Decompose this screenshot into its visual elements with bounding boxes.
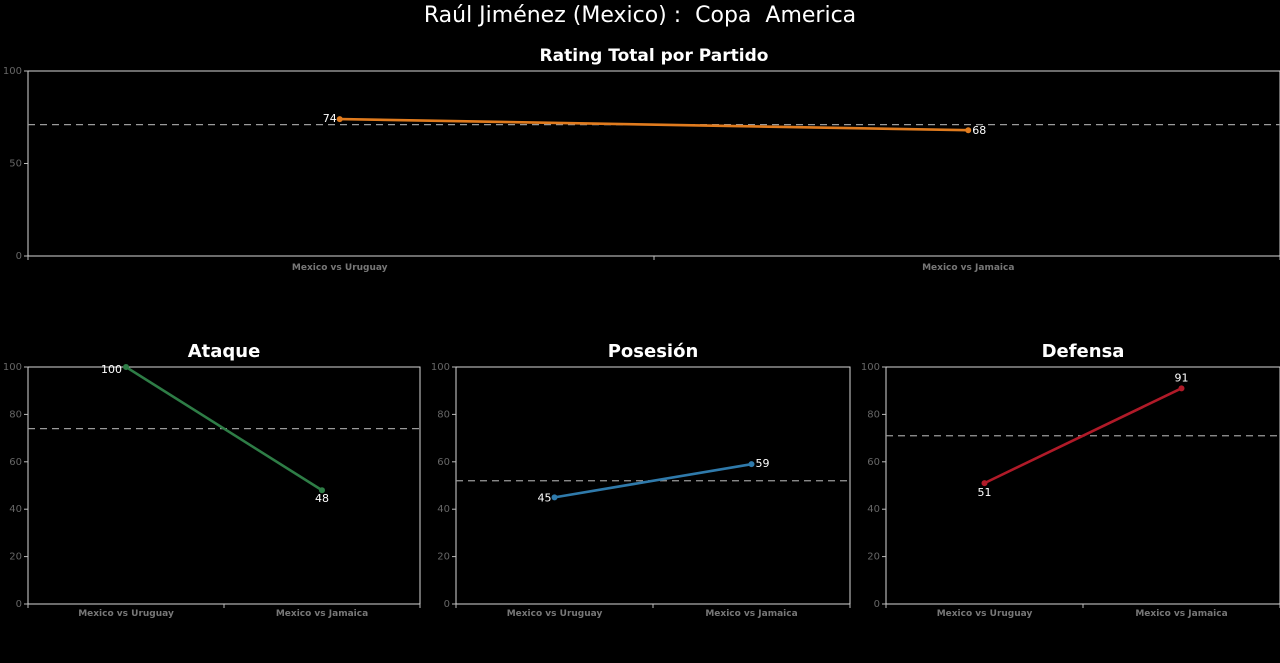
chart-posesion: Posesión 0 20 40 60 80 100 Mexico vs Uruguay Mex… (431, 341, 851, 619)
rating-total-por-partido-data-point (965, 127, 972, 134)
ataque-plot-frame (27, 366, 421, 605)
ataque-ytick-label: 80 (9, 409, 22, 420)
defensa-ytick-label: 80 (867, 409, 880, 420)
chart-ataque: Ataque 0 20 40 60 80 100 Mexico vs Uruguay Mexic… (3, 341, 421, 619)
rating-total-por-partido-data-label: 74 (323, 112, 337, 125)
page-title: Raúl Jiménez (Mexico) : Copa America (423, 3, 857, 28)
posesion-title: Posesión (608, 341, 699, 362)
posesion-data-point (551, 494, 558, 501)
posesion-ytick-label: 20 (437, 552, 450, 563)
rating-total-por-partido-ytick-label: 50 (9, 159, 22, 170)
ataque-ytick-label: 40 (9, 504, 22, 515)
defensa-title: Defensa (1042, 341, 1125, 362)
defensa-data-label: 51 (978, 486, 992, 499)
ataque-title: Ataque (188, 341, 261, 362)
defensa-series-line (983, 387, 1183, 485)
defensa-ytick-label: 100 (861, 362, 880, 373)
ataque-series-line (125, 365, 323, 492)
ataque-data-label: 48 (315, 492, 329, 505)
ataque-data-label: 100 (101, 363, 122, 376)
posesion-ytick-label: 0 (444, 599, 450, 610)
chart-rating-total-por-partido: Rating Total por Partido 0 50 100 Mexico vs … (3, 46, 1280, 273)
rating-total-por-partido-data-label: 68 (972, 124, 986, 137)
defensa-ytick-label: 20 (867, 552, 880, 563)
rating-total-por-partido-ytick-label: 0 (16, 251, 22, 262)
defensa-data-point (1178, 385, 1185, 392)
rating-total-por-partido-title: Rating Total por Partido (540, 46, 769, 66)
ataque-data-point (123, 364, 129, 370)
ataque-ytick-label: 60 (9, 457, 22, 468)
posesion-data-label: 45 (538, 491, 552, 504)
posesion-data-point (748, 461, 755, 468)
ataque-data-point (319, 487, 325, 494)
posesion-plot-frame (455, 366, 851, 605)
rating-total-por-partido-ytick-label: 100 (3, 66, 22, 77)
ataque-xtick-label: Mexico vs Uruguay (78, 609, 174, 619)
rating-total-por-partido-xtick-label: Mexico vs Jamaica (922, 263, 1014, 273)
defensa-ytick-label: 60 (867, 457, 880, 468)
posesion-ytick-label: 40 (437, 504, 450, 515)
rating-total-por-partido-data-point (336, 116, 343, 123)
posesion-ytick-label: 100 (431, 362, 450, 373)
defensa-plot-frame (885, 366, 1280, 605)
defensa-xtick-label: Mexico vs Jamaica (1135, 609, 1227, 619)
posesion-xtick-label: Mexico vs Uruguay (507, 609, 603, 619)
ataque-ytick-label: 0 (16, 599, 22, 610)
defensa-ytick-label: 40 (867, 504, 880, 515)
chart-defensa: Defensa 0 20 40 60 80 100 Mexico vs Uruguay Mexi… (861, 341, 1280, 619)
defensa-ytick-label: 0 (874, 599, 880, 610)
posesion-xtick-label: Mexico vs Jamaica (705, 609, 797, 619)
ataque-ytick-label: 20 (9, 552, 22, 563)
rating-total-por-partido-series-line (339, 117, 969, 132)
ataque-xtick-label: Mexico vs Jamaica (276, 609, 368, 619)
posesion-ytick-label: 80 (437, 409, 450, 420)
posesion-data-label: 59 (756, 457, 770, 470)
rating-total-por-partido-plot-frame (27, 70, 1280, 257)
defensa-data-label: 91 (1175, 371, 1189, 384)
posesion-series-line (554, 462, 752, 499)
posesion-ytick-label: 60 (437, 457, 450, 468)
defensa-data-point (981, 480, 988, 487)
ataque-ytick-label: 100 (3, 362, 22, 373)
rating-total-por-partido-xtick-label: Mexico vs Uruguay (292, 263, 388, 273)
defensa-xtick-label: Mexico vs Uruguay (937, 609, 1033, 619)
